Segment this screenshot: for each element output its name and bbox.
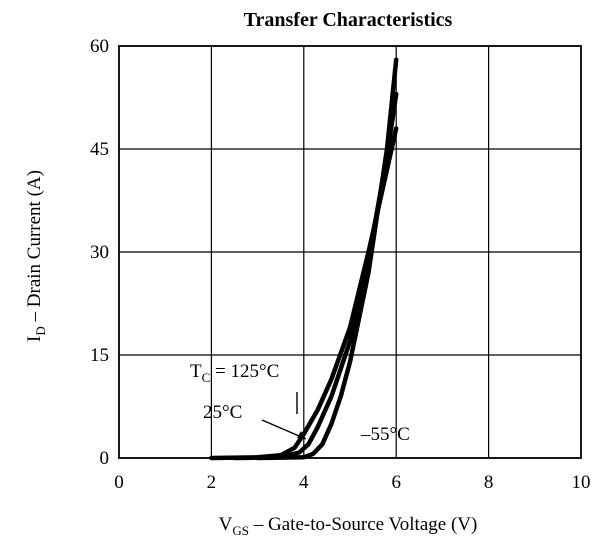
x-axis-label: VGS – Gate-to-Source Voltage (V) xyxy=(219,514,478,537)
chart-title: Transfer Characteristics xyxy=(244,9,453,31)
plot-frame xyxy=(118,45,582,459)
x-tick-label: 8 xyxy=(484,472,494,493)
y-tick-label: 45 xyxy=(90,139,109,160)
y-tick-label: 30 xyxy=(90,242,109,263)
grid-layer xyxy=(119,46,581,458)
pointer-25c-arrow xyxy=(297,431,306,439)
y-tick-label: 0 xyxy=(100,448,110,469)
x-tick-label: 4 xyxy=(299,472,309,493)
series-layer xyxy=(209,57,399,461)
x-tick-label: 10 xyxy=(572,472,591,493)
plot-area-border xyxy=(118,45,582,459)
y-tick-label: 15 xyxy=(90,345,109,366)
x-tick-label: 6 xyxy=(391,472,401,493)
annotation-25c: 25°C xyxy=(203,402,242,423)
annotation-minus-55c: –55°C xyxy=(360,424,410,445)
annotation-pointers xyxy=(261,392,307,440)
series-line-3 xyxy=(255,57,399,461)
y-tick-labels: 0 15 30 45 60 xyxy=(90,36,109,469)
y-axis-label: ID – Drain Current (A) xyxy=(24,170,48,342)
x-tick-label: 2 xyxy=(207,472,217,493)
y-tick-label: 60 xyxy=(90,36,109,57)
x-tick-label: 0 xyxy=(114,472,124,493)
x-tick-labels: 0 2 4 6 8 10 xyxy=(114,472,590,493)
annotation-tc-125c: TC = 125°C xyxy=(190,361,279,385)
